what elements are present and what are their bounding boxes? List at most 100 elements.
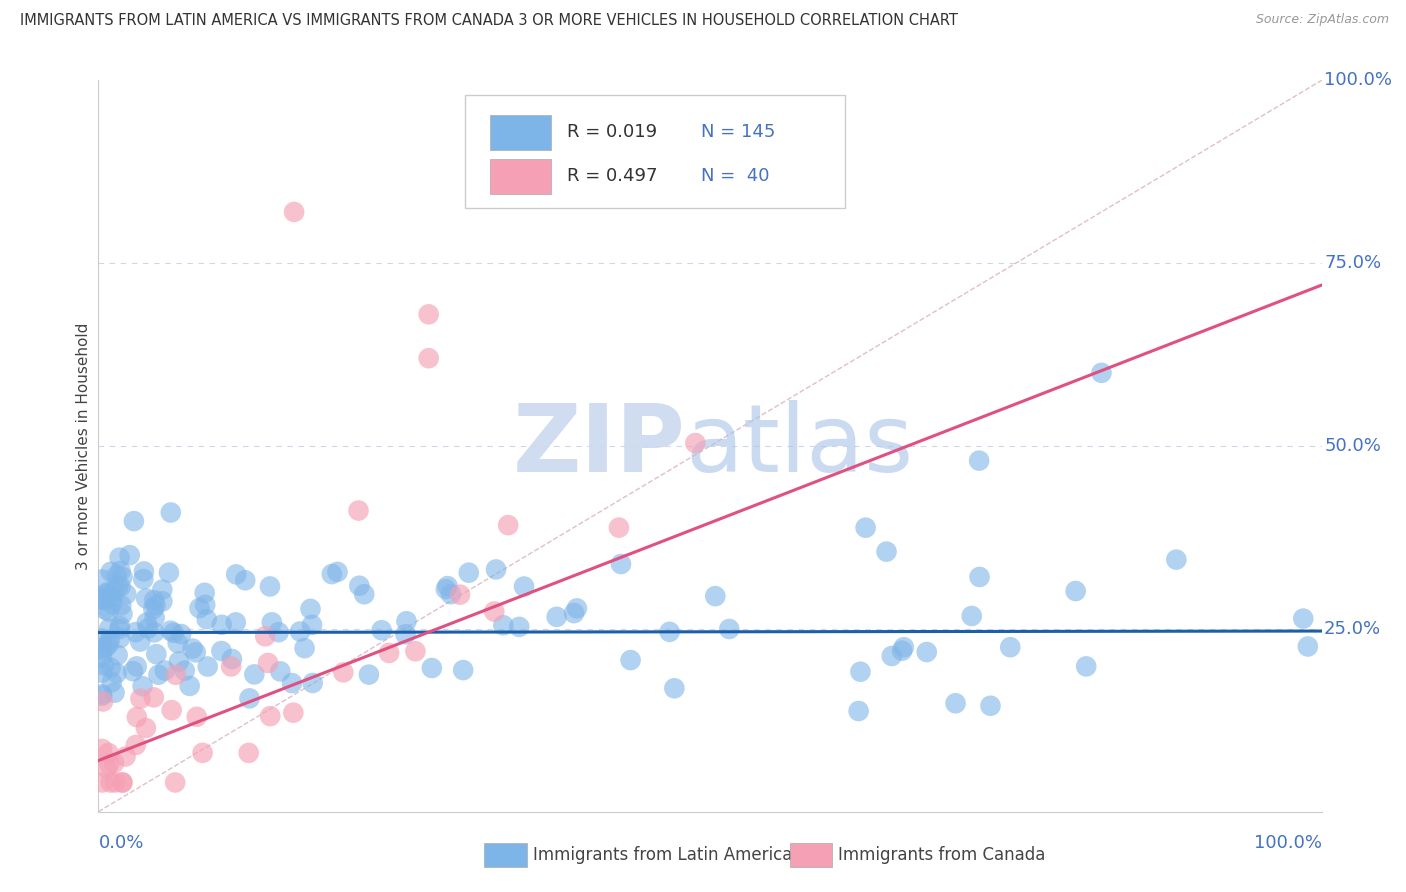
Point [159, 624, 181, 638]
Point [326, 565, 349, 579]
Point [108, 550, 131, 565]
FancyBboxPatch shape [489, 159, 551, 194]
Point [145, 599, 167, 613]
Point [1166, 552, 1188, 566]
Point [110, 564, 132, 578]
Point [457, 566, 479, 580]
Point [91, 632, 114, 646]
Point [100, 588, 122, 602]
Point [404, 644, 426, 658]
Point [111, 775, 134, 789]
Point [91, 775, 114, 789]
Point [225, 567, 247, 582]
Point [93, 658, 115, 673]
Point [294, 641, 316, 656]
Point [157, 566, 180, 580]
Point [148, 667, 170, 681]
Text: 50.0%: 50.0% [1324, 437, 1381, 455]
Point [108, 622, 131, 636]
Point [219, 659, 242, 673]
Point [111, 775, 134, 789]
Point [98, 632, 121, 647]
Point [163, 625, 186, 640]
Point [91, 742, 114, 756]
Y-axis label: 3 or more Vehicles in Household: 3 or more Vehicles in Household [76, 322, 91, 570]
Point [91, 640, 114, 655]
Point [370, 624, 392, 638]
Point [855, 521, 877, 535]
Point [108, 631, 131, 645]
Point [893, 640, 915, 655]
Text: IMMIGRANTS FROM LATIN AMERICA VS IMMIGRANTS FROM CANADA 3 OR MORE VEHICLES IN HO: IMMIGRANTS FROM LATIN AMERICA VS IMMIGRA… [20, 13, 957, 29]
Point [188, 601, 211, 615]
Point [562, 606, 585, 620]
Point [967, 453, 990, 467]
Point [91, 694, 114, 708]
Point [166, 636, 188, 650]
Point [191, 746, 214, 760]
Point [301, 676, 323, 690]
Point [233, 574, 256, 588]
Point [186, 710, 208, 724]
Point [260, 615, 283, 630]
Point [321, 567, 343, 582]
Text: 25.0%: 25.0% [1324, 620, 1381, 638]
Point [142, 602, 165, 616]
Point [492, 618, 515, 632]
Point [132, 572, 155, 586]
FancyBboxPatch shape [790, 843, 832, 867]
Point [107, 648, 129, 662]
Point [281, 676, 304, 690]
Point [100, 661, 122, 675]
Point [194, 586, 217, 600]
Point [96, 640, 118, 654]
Text: N =  40: N = 40 [702, 167, 770, 186]
Point [105, 666, 128, 681]
Point [181, 641, 204, 656]
Text: ZIP: ZIP [513, 400, 686, 492]
Point [485, 562, 508, 576]
Point [254, 629, 277, 643]
Point [122, 514, 145, 528]
Point [179, 679, 201, 693]
Point [1292, 611, 1315, 625]
Point [610, 557, 633, 571]
Point [103, 685, 125, 699]
Point [225, 615, 247, 630]
Point [96, 761, 118, 775]
Point [160, 703, 183, 717]
Point [143, 593, 166, 607]
Point [91, 687, 114, 701]
Point [108, 619, 131, 633]
Point [891, 643, 914, 657]
Point [165, 775, 187, 789]
Point [718, 622, 741, 636]
Point [1000, 640, 1022, 655]
Point [440, 587, 463, 601]
Point [122, 664, 145, 678]
Point [238, 691, 260, 706]
Point [546, 610, 568, 624]
Point [436, 579, 458, 593]
Text: N = 145: N = 145 [702, 123, 776, 141]
Point [1296, 640, 1319, 654]
Point [394, 627, 416, 641]
Point [283, 205, 305, 219]
Point [125, 738, 148, 752]
Point [97, 746, 120, 760]
Text: 100.0%: 100.0% [1324, 71, 1392, 89]
Point [658, 624, 681, 639]
Point [508, 620, 530, 634]
Point [91, 689, 114, 703]
Point [132, 565, 155, 579]
Point [848, 704, 870, 718]
Point [301, 617, 323, 632]
Point [125, 659, 148, 673]
Point [945, 696, 967, 710]
Point [195, 612, 218, 626]
Point [124, 625, 146, 640]
Point [960, 609, 983, 624]
Text: 75.0%: 75.0% [1324, 254, 1381, 272]
Point [97, 605, 120, 619]
Point [110, 580, 132, 594]
